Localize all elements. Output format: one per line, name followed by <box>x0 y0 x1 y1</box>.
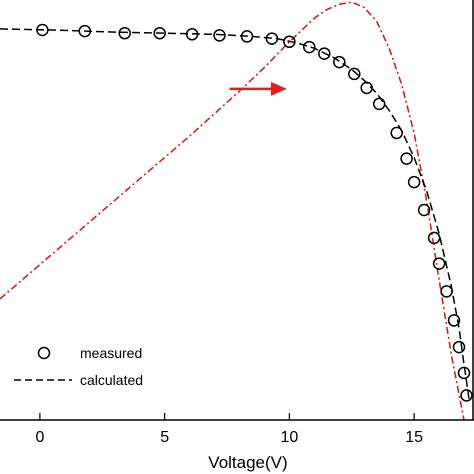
measured-point <box>432 257 446 270</box>
x-tick-label: 15 <box>405 429 423 446</box>
measured-point <box>440 285 453 298</box>
measured-point <box>78 24 92 38</box>
measured-point <box>372 97 386 111</box>
measured-point <box>118 26 131 40</box>
measured-point <box>452 340 466 354</box>
measured-point <box>460 389 473 402</box>
measured-point <box>360 81 373 95</box>
x-tick-label: 0 <box>35 429 44 446</box>
legend: measured calculated <box>14 345 143 388</box>
x-tick-label: 5 <box>160 429 169 446</box>
measured-point <box>185 28 199 41</box>
calculated-curve <box>0 28 470 399</box>
x-ticks: 0 5 10 15 <box>35 413 423 446</box>
measured-point <box>407 175 421 189</box>
legend-marker-measured <box>37 346 51 360</box>
legend-label-calculated: calculated <box>80 372 143 388</box>
annotation-layer <box>229 81 287 96</box>
measured-point <box>318 47 331 60</box>
plot-area <box>0 0 474 420</box>
measured-point <box>427 231 441 245</box>
measured-point <box>153 26 166 40</box>
x-tick-label: 10 <box>280 429 298 446</box>
measured-point <box>390 126 403 140</box>
series-layer <box>0 1 473 421</box>
measured-point <box>333 55 346 69</box>
measured-point <box>400 152 413 165</box>
arrow-head <box>270 81 287 96</box>
measured-point <box>447 314 461 327</box>
measured-point <box>303 40 316 54</box>
measured-point <box>240 30 254 43</box>
measured-point <box>457 366 471 380</box>
measured-point <box>283 35 296 49</box>
measured-point <box>36 23 49 37</box>
legend-label-measured: measured <box>80 345 142 361</box>
measured-point <box>265 32 279 45</box>
measured-point <box>348 67 361 81</box>
measured-point <box>417 203 431 217</box>
measured-point <box>213 29 226 42</box>
red-dashdot-curve <box>0 1 465 421</box>
x-axis-title: Voltage(V) <box>208 453 287 472</box>
